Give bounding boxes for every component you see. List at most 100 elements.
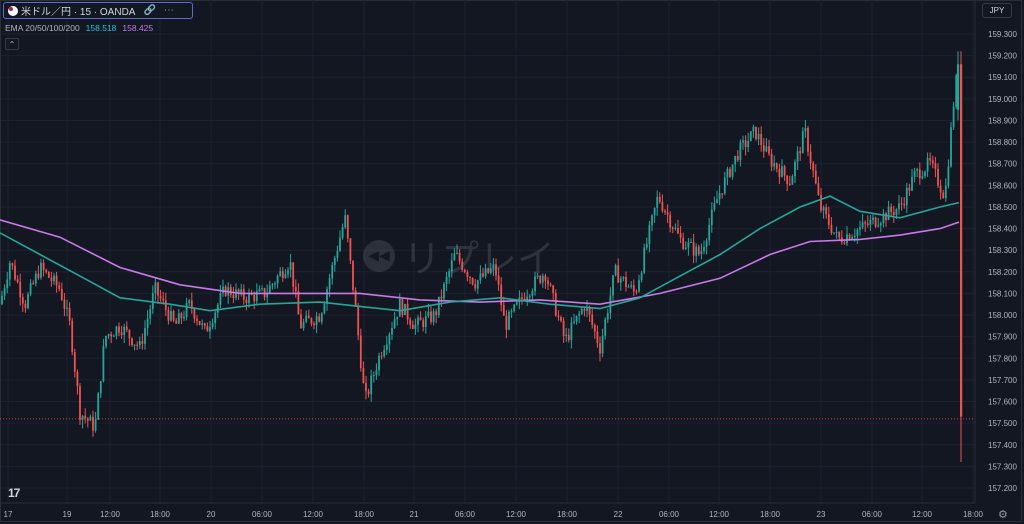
candle-body xyxy=(799,151,802,154)
currency-button[interactable]: JPY xyxy=(982,3,1012,18)
candle-body xyxy=(755,126,757,140)
candle-body xyxy=(456,252,458,254)
chevron-up-icon[interactable]: ⌃ xyxy=(5,38,19,50)
candle-body xyxy=(391,328,393,335)
candle-body xyxy=(536,275,539,277)
candle-body xyxy=(336,251,339,258)
candle-body xyxy=(861,222,864,228)
candle-body xyxy=(118,326,120,333)
candle-body xyxy=(690,241,692,243)
candle-body xyxy=(271,284,274,286)
candle-body xyxy=(523,298,526,301)
candle-body xyxy=(913,170,916,177)
candle-body xyxy=(450,260,453,272)
candle-body xyxy=(864,222,867,224)
candle-body xyxy=(801,131,804,154)
candle-body xyxy=(398,299,401,317)
candle-body xyxy=(302,321,305,329)
candle-body xyxy=(258,289,261,292)
candle-body xyxy=(950,127,952,167)
candle-body xyxy=(921,176,924,179)
candle-body xyxy=(315,316,318,325)
candle-body xyxy=(443,283,445,299)
candle-body xyxy=(375,370,378,375)
time-tick-label: 20 xyxy=(207,510,216,519)
candle-body xyxy=(424,316,427,328)
candle-body xyxy=(120,332,123,336)
candle-body xyxy=(604,319,607,336)
candle-body xyxy=(365,382,367,392)
time-tick-label: 06:00 xyxy=(455,510,476,519)
candle-body xyxy=(674,227,677,230)
symbol-selector[interactable]: 米ドル／円 · 15 · OANDA 🔗 ⋯ xyxy=(3,2,193,19)
candle-body xyxy=(638,280,640,292)
candle-body xyxy=(539,275,542,283)
candle-body xyxy=(214,312,217,324)
candle-body xyxy=(648,225,651,244)
candle-body xyxy=(544,275,547,281)
candle-body xyxy=(869,219,872,225)
price-tick-label: 157.500 xyxy=(988,419,1017,428)
candle-body xyxy=(697,246,700,255)
candle-body xyxy=(942,192,945,199)
candle-body xyxy=(367,391,370,395)
time-tick-label: 12:00 xyxy=(506,510,527,519)
candle-body xyxy=(37,273,40,278)
candle-body xyxy=(687,242,690,248)
candle-body xyxy=(703,246,705,252)
candle-body xyxy=(149,309,152,319)
candle-body xyxy=(29,283,32,295)
candle-body xyxy=(599,343,601,354)
candle-body xyxy=(601,335,604,354)
candle-body xyxy=(666,212,669,215)
candle-body xyxy=(609,295,612,314)
candle-body xyxy=(73,352,76,372)
candle-body xyxy=(289,262,292,270)
candle-body xyxy=(661,201,664,211)
candle-body xyxy=(700,251,703,255)
tradingview-logo-icon: 17 xyxy=(8,486,20,500)
candle-body xyxy=(846,234,848,244)
candle-body xyxy=(710,209,713,226)
candle-body xyxy=(851,237,854,240)
link-icon[interactable]: 🔗 xyxy=(143,5,156,16)
candle-body xyxy=(947,166,950,186)
candle-body xyxy=(580,309,583,314)
price-tick-label: 158.900 xyxy=(988,116,1017,125)
candle-body xyxy=(79,386,81,420)
candle-body xyxy=(284,274,287,278)
candle-body xyxy=(417,317,419,325)
candle-body xyxy=(827,214,830,225)
more-icon[interactable]: ⋯ xyxy=(163,5,174,16)
usd-flag-icon xyxy=(8,5,18,16)
candle-body xyxy=(734,155,737,165)
candle-body xyxy=(435,311,438,316)
price-tick-label: 158.300 xyxy=(988,246,1017,255)
time-tick-label: 18:00 xyxy=(150,510,171,519)
candle-body xyxy=(261,288,263,290)
candle-body xyxy=(279,271,282,277)
indicator-legend[interactable]: EMA 20/50/100/200 158.518 158.425 xyxy=(5,23,153,33)
candle-body xyxy=(630,285,633,287)
price-tick-label: 158.700 xyxy=(988,160,1017,169)
candle-body xyxy=(656,196,659,208)
time-tick-label: 23 xyxy=(817,510,826,519)
candle-body xyxy=(164,300,167,310)
candle-body xyxy=(729,168,731,177)
candle-body xyxy=(560,316,562,321)
candle-body xyxy=(635,291,638,293)
candle-body xyxy=(526,296,529,301)
candle-body xyxy=(133,344,136,346)
candle-body xyxy=(183,316,185,319)
candle-body xyxy=(713,203,716,210)
candle-body xyxy=(658,196,661,202)
ema-slow-line xyxy=(0,219,960,306)
candle-body xyxy=(422,320,425,328)
candle-body xyxy=(255,291,258,302)
candle-body xyxy=(53,275,55,282)
candle-body xyxy=(430,311,432,323)
gear-icon[interactable]: ⚙ xyxy=(998,509,1008,521)
candle-body xyxy=(419,317,422,321)
candle-body xyxy=(768,146,770,154)
